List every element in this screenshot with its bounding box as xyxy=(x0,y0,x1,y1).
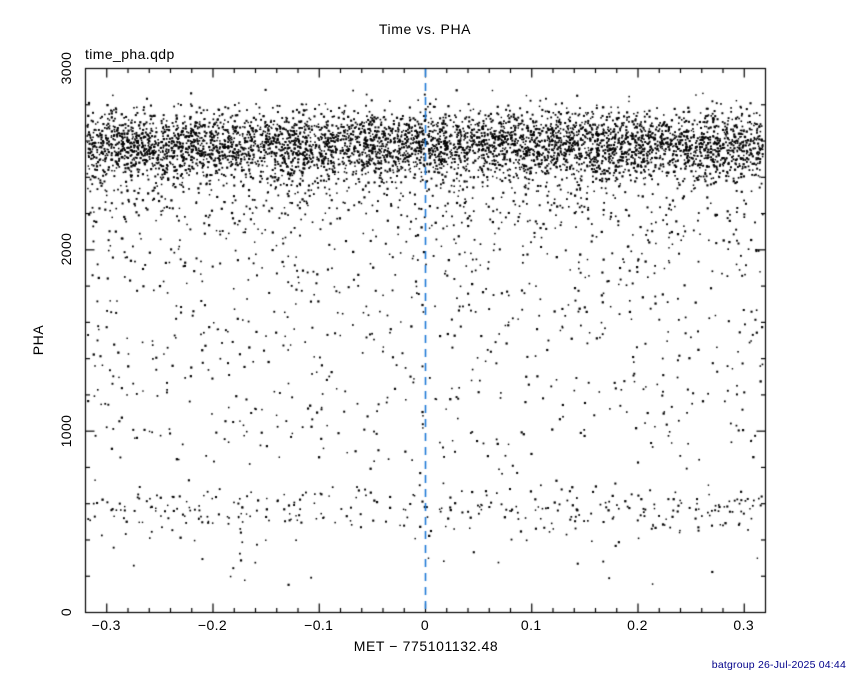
x-tick-label: 0.2 xyxy=(627,617,648,633)
y-tick-label: 2000 xyxy=(58,232,74,266)
y-axis-title: PHA xyxy=(30,324,46,356)
x-axis-title: MET − 775101132.48 xyxy=(353,638,499,654)
dataset-filename-label: time_pha.qdp xyxy=(85,46,175,62)
x-tick-label: −0.2 xyxy=(197,617,228,633)
y-tick-label: 1000 xyxy=(58,414,74,448)
x-tick-label: 0.3 xyxy=(733,617,755,633)
x-tick-label: −0.3 xyxy=(91,617,121,633)
chart-title: Time vs. PHA xyxy=(378,21,472,37)
y-tick-label: 0 xyxy=(58,607,74,617)
x-tick-label: 0 xyxy=(420,617,430,633)
footer-credit: batgroup 26-Jul-2025 04:44 xyxy=(711,659,846,671)
x-tick-label: −0.1 xyxy=(304,617,334,633)
x-tick-label: 0.1 xyxy=(520,617,542,633)
y-tick-label: 3000 xyxy=(58,51,74,85)
